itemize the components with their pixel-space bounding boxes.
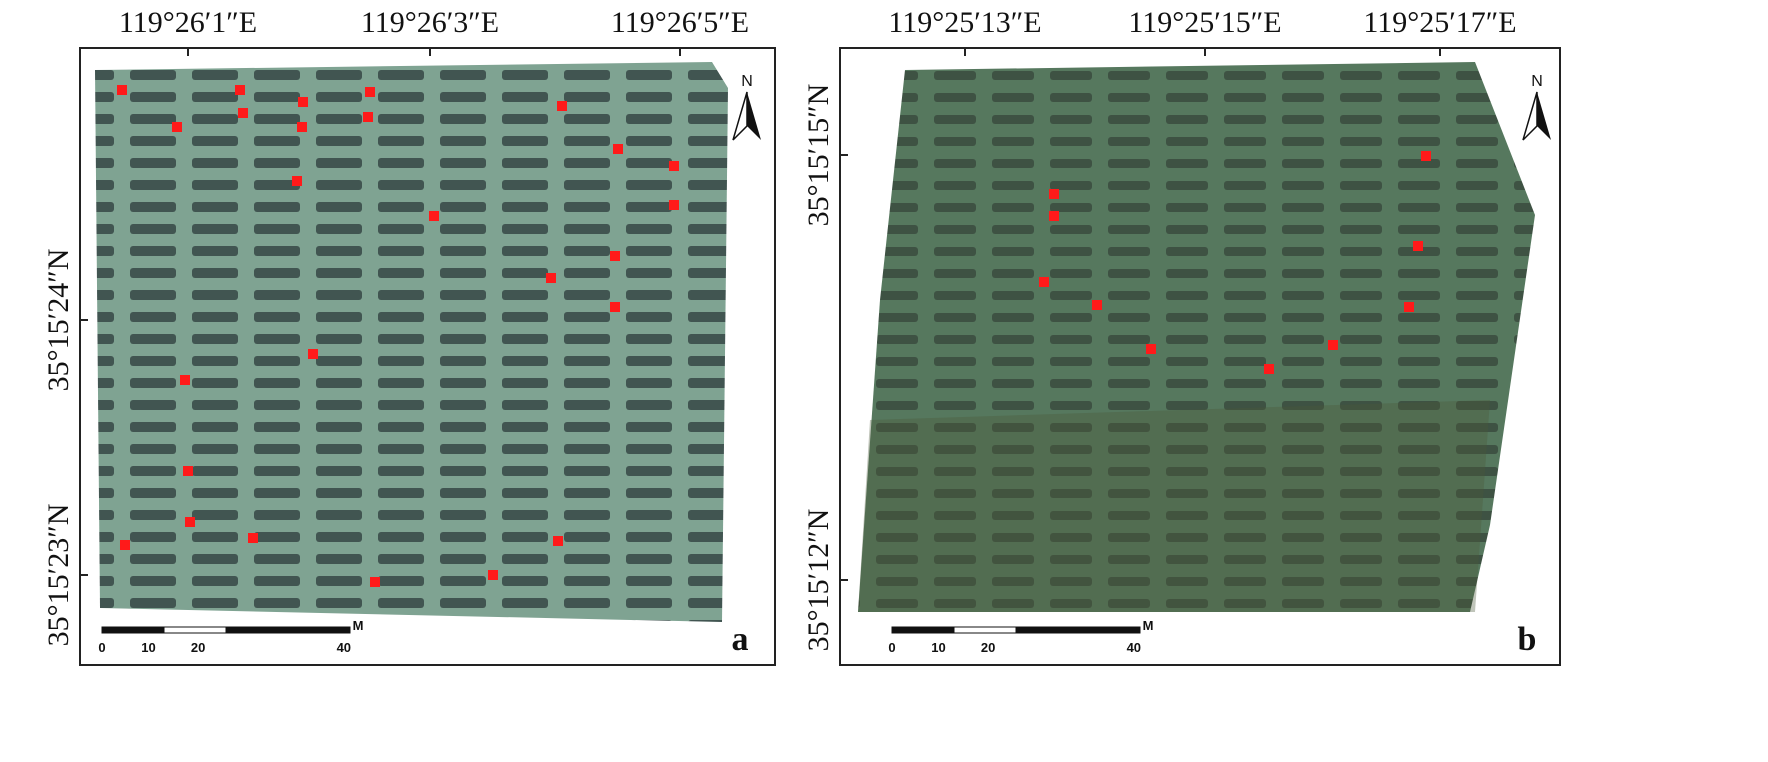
sample-point [1146, 344, 1156, 354]
longitude-label: 119°25′15″E [1128, 6, 1281, 39]
longitude-label: 119°26′3″E [361, 6, 499, 39]
sample-point [1404, 302, 1414, 312]
latitude-label: 35°15′15″N [802, 84, 835, 227]
sample-point [1092, 300, 1102, 310]
scale-label: 10 [931, 640, 945, 655]
scale-segment [163, 626, 227, 634]
sample-point [546, 273, 556, 283]
sample-point [613, 144, 623, 154]
scale-segment [891, 626, 955, 634]
scale-segment [1077, 626, 1141, 634]
sample-point [1264, 364, 1274, 374]
latitude-label: 35°15′12″N [802, 509, 835, 652]
scale-segment [1015, 626, 1079, 634]
scale-label: 0 [98, 640, 105, 655]
sample-point [1413, 241, 1423, 251]
scale-label: 0 [888, 640, 895, 655]
sample-point [365, 87, 375, 97]
panel-b: 119°25′13″E 119°25′15″E 119°25′17″E 35°15′1… [802, 6, 1561, 666]
sample-point [669, 200, 679, 210]
sample-point [1039, 277, 1049, 287]
scale-segment [953, 626, 1017, 634]
sample-point [553, 536, 563, 546]
panel-a: 119°26′1″E 119°26′3″E 119°26′5″E 35°15′24″N… [42, 6, 776, 666]
sample-point [610, 251, 620, 261]
sample-point [248, 533, 258, 543]
aerial-image [858, 62, 1535, 612]
scale-label: 40 [1127, 640, 1141, 655]
sample-point [298, 97, 308, 107]
sample-point [238, 108, 248, 118]
sample-point [292, 176, 302, 186]
longitude-label: 119°26′5″E [611, 6, 749, 39]
scale-label: 40 [337, 640, 351, 655]
scale-label: 20 [191, 640, 205, 655]
sample-point [557, 101, 567, 111]
scale-unit: M [1143, 618, 1154, 633]
sample-point [308, 349, 318, 359]
sample-point [370, 577, 380, 587]
sample-point [1049, 211, 1059, 221]
scale-label: 20 [981, 640, 995, 655]
longitude-label: 119°25′13″E [888, 6, 1041, 39]
sample-point [363, 112, 373, 122]
sample-point [610, 302, 620, 312]
sample-point [1421, 151, 1431, 161]
sample-point [297, 122, 307, 132]
sample-point [117, 85, 127, 95]
scale-label: 10 [141, 640, 155, 655]
scale-segment [287, 626, 351, 634]
north-label: N [741, 73, 753, 90]
scale-segment [225, 626, 289, 634]
north-arrow [747, 92, 761, 140]
sample-point [183, 466, 193, 476]
sample-point [1049, 189, 1059, 199]
scale-unit: M [353, 618, 364, 633]
panel-letter: b [1518, 621, 1537, 658]
sample-point [1328, 340, 1338, 350]
scale-segment [101, 626, 165, 634]
sample-point [185, 517, 195, 527]
sample-point [429, 211, 439, 221]
sample-point [669, 161, 679, 171]
north-label: N [1531, 73, 1543, 90]
sample-point [488, 570, 498, 580]
north-arrow [1537, 92, 1551, 140]
sample-point [172, 122, 182, 132]
latitude-label: 35°15′23″N [42, 504, 75, 647]
longitude-label: 119°26′1″E [119, 6, 257, 39]
latitude-label: 35°15′24″N [42, 249, 75, 392]
sample-point [235, 85, 245, 95]
aerial-image [95, 62, 728, 622]
panel-letter: a [732, 621, 749, 658]
sample-point [120, 540, 130, 550]
longitude-label: 119°25′17″E [1363, 6, 1516, 39]
image-shade [858, 400, 1490, 612]
sample-point [180, 375, 190, 385]
